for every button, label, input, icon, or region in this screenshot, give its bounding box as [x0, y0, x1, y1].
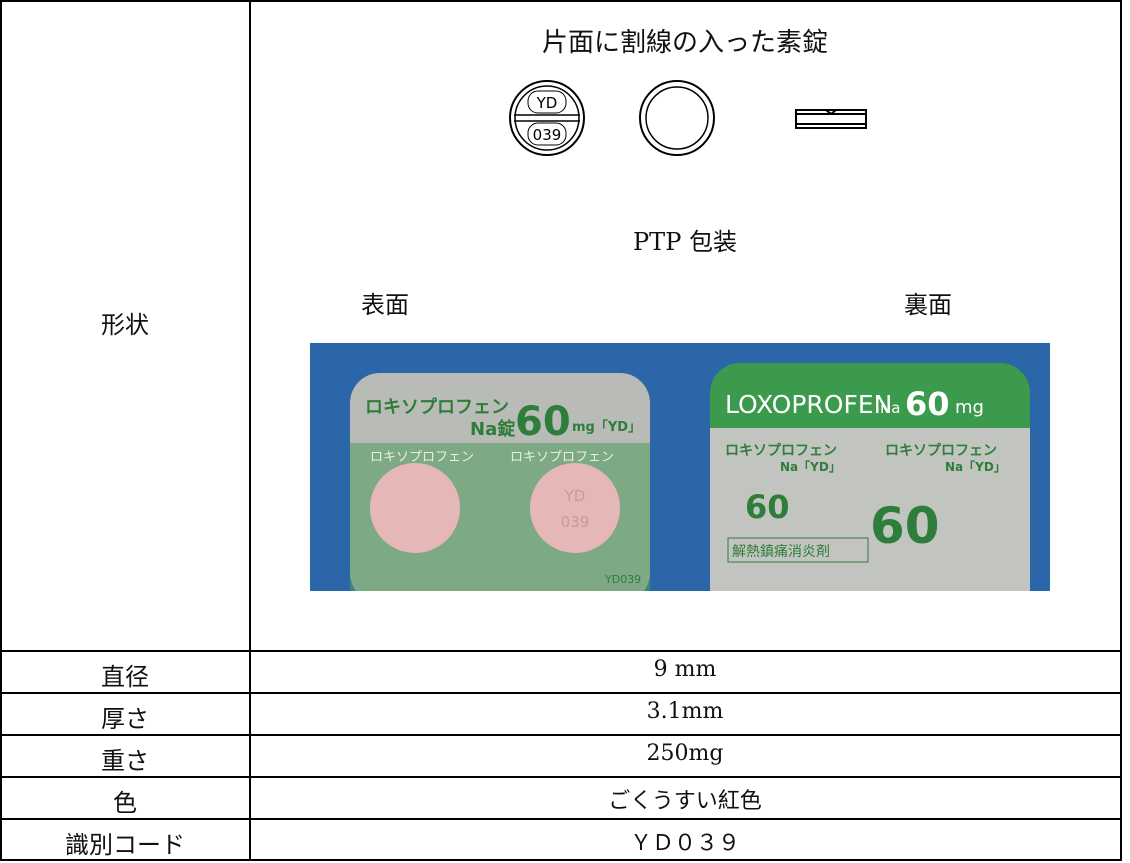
pill-drawings: YD 039	[509, 80, 867, 156]
photo-text: Na錠	[470, 418, 515, 440]
row-label: 重さ	[101, 747, 149, 775]
photo-text: ロキソプロフェン	[885, 443, 997, 459]
photo-text: YD039	[604, 573, 641, 586]
row-label: 形状	[101, 311, 149, 339]
back-label: 裏面	[904, 291, 952, 319]
border	[0, 0, 1122, 2]
border	[0, 859, 1122, 861]
row-border	[0, 692, 1122, 694]
row-border	[0, 818, 1122, 820]
photo-text: 解熱鎮痛消炎剤	[732, 543, 830, 560]
row-value: 9 mm	[653, 657, 717, 682]
photo-text: Na「YD」	[945, 459, 1006, 474]
row-value: 3.1mm	[646, 699, 724, 724]
row-label: 厚さ	[101, 705, 149, 733]
row-value: ごくうすい紅色	[608, 789, 762, 814]
photo-text: mg	[955, 397, 984, 418]
row-label: 色	[113, 789, 137, 817]
photo-text: Na	[880, 399, 900, 417]
imprint: YD	[536, 94, 558, 112]
photo-text: LOXOPROFEN	[725, 390, 892, 419]
shape-title: 片面に割線の入った素錠	[541, 28, 828, 58]
row-border	[0, 734, 1122, 736]
ptp-photo: ロキソプロフェン Na錠 60 mg「YD」 ロキソプロフェン ロキソプロフェン…	[310, 343, 1050, 591]
photo-text: 039	[561, 513, 590, 531]
photo-text: ロキソプロフェン	[510, 450, 614, 465]
border	[0, 0, 2, 861]
row-border	[0, 650, 1122, 652]
front-label: 表面	[361, 291, 409, 319]
photo-text: 60	[515, 399, 571, 445]
border	[249, 0, 251, 861]
row-label: 直径	[101, 663, 149, 691]
row-value: ＹＤ０３９	[629, 831, 740, 856]
border	[1120, 0, 1122, 861]
photo-text: ロキソプロフェン	[365, 396, 509, 418]
photo-text: ロキソプロフェン	[370, 450, 474, 465]
photo-text: Na「YD」	[780, 459, 841, 474]
row-value: 250mg	[646, 741, 724, 766]
package-label: PTP 包装	[633, 228, 737, 256]
row-border	[0, 776, 1122, 778]
photo-text: ロキソプロフェン	[725, 443, 837, 459]
row-label: 識別コード	[65, 831, 185, 859]
photo-text: 60	[905, 385, 950, 423]
photo-text: 60	[870, 497, 940, 555]
photo-text: mg「YD」	[572, 419, 641, 435]
photo-text: 60	[745, 488, 790, 526]
imprint: 039	[533, 126, 562, 144]
photo-text: YD	[564, 487, 586, 505]
